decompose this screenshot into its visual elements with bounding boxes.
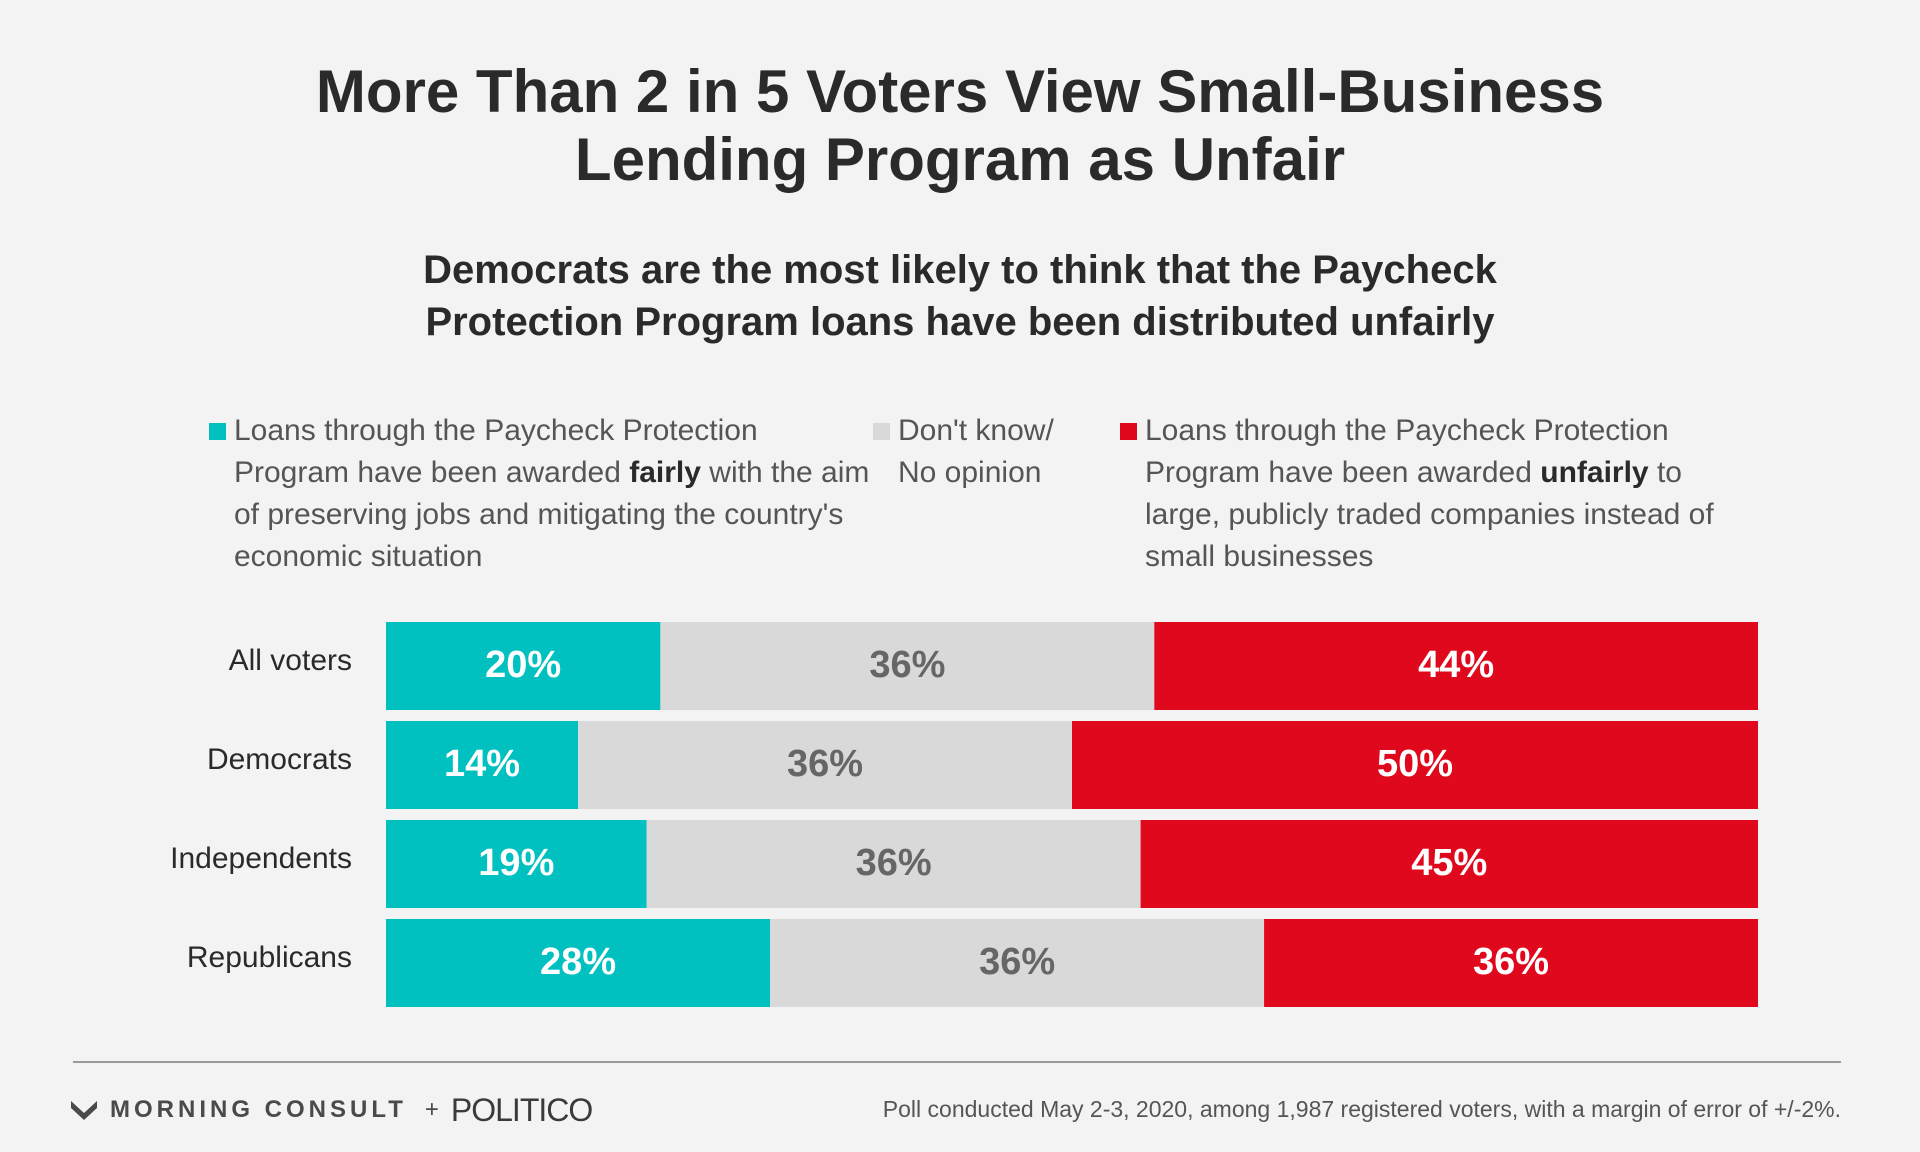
legend-swatch-unfairly <box>1120 423 1137 440</box>
data-label-independents-dont-know: 36% <box>856 842 932 884</box>
source-note: Poll conducted May 2-3, 2020, among 1,98… <box>882 1096 1841 1122</box>
category-label-democrats: Democrats <box>207 743 352 776</box>
footer-divider <box>73 1061 1841 1063</box>
data-label-democrats-unfairly: 50% <box>1377 743 1453 785</box>
bar-democrats-fairly <box>386 721 579 809</box>
bar-democrats-dont-know <box>578 721 1072 809</box>
subtitle-line-1: Democrats are the most likely to think t… <box>423 248 1497 292</box>
legend-text-fairly-bold: fairly <box>629 456 701 489</box>
bar-democrats-unfairly <box>1072 721 1758 809</box>
brand-logos: MORNING CONSULT + POLITICO <box>70 1090 593 1130</box>
bar-independents-unfairly <box>1140 820 1758 908</box>
legend-text-unfairly-bold: unfairly <box>1540 456 1649 489</box>
legend-swatch-dont-know <box>873 423 890 440</box>
brand-plus: + <box>424 1096 439 1123</box>
title-line-2: Lending Program as Unfair <box>574 126 1346 193</box>
morning-consult-logo-text: MORNING CONSULT <box>110 1096 407 1123</box>
data-label-republicans-fairly: 28% <box>540 941 616 983</box>
legend-text-dont-know-line-1: Don't know/ <box>898 414 1054 447</box>
subtitle-line-2: Protection Program loans have been distr… <box>425 300 1495 344</box>
legend-item-unfairly: Loans through the Paycheck Protection Pr… <box>1120 410 1765 578</box>
data-label-independents-unfairly: 45% <box>1411 842 1487 884</box>
title-line-1: More Than 2 in 5 Voters View Small-Busin… <box>315 58 1605 125</box>
legend-text-unfairly-post: to large, publicly traded companies inst… <box>1145 456 1714 573</box>
category-label-all-voters: All voters <box>229 644 352 677</box>
bar-republicans-fairly <box>386 919 771 1007</box>
legend-swatch-fairly <box>209 423 226 440</box>
legend-item-fairly: Loans through the Paycheck Protection Pr… <box>209 410 874 578</box>
bar-all-voters-fairly <box>386 622 661 710</box>
bar-independents-fairly <box>386 820 647 908</box>
data-label-democrats-dont-know: 36% <box>787 743 863 785</box>
data-label-all-voters-unfairly: 44% <box>1418 644 1494 686</box>
bar-republicans-unfairly <box>1264 919 1758 1007</box>
legend-text-unfairly-pre: Loans through the Paycheck Protection Pr… <box>1145 414 1669 489</box>
data-label-republicans-unfairly: 36% <box>1473 941 1549 983</box>
legend-text-fairly-pre: Loans through the Paycheck Protection Pr… <box>234 414 758 489</box>
bar-republicans-dont-know <box>770 919 1265 1007</box>
legend-text-fairly-post: with the aim of preserving jobs and miti… <box>234 456 870 573</box>
politico-logo-text: POLITICO <box>450 1091 593 1128</box>
morning-consult-logo-icon <box>71 1101 97 1120</box>
bar-all-voters-unfairly <box>1154 622 1758 710</box>
chart-title: More Than 2 in 5 Voters View Small-Busin… <box>0 58 1920 194</box>
bar-all-voters-dont-know <box>660 622 1155 710</box>
data-label-all-voters-dont-know: 36% <box>869 644 945 686</box>
data-label-republicans-dont-know: 36% <box>979 941 1055 983</box>
data-label-independents-fairly: 19% <box>478 842 554 884</box>
legend-text-dont-know-line-2: No opinion <box>898 456 1042 489</box>
data-label-democrats-fairly: 14% <box>444 743 520 785</box>
data-label-all-voters-fairly: 20% <box>485 644 561 686</box>
bar-independents-dont-know <box>646 820 1141 908</box>
legend-item-dont-know: Don't know/ No opinion <box>873 410 1118 494</box>
category-label-republicans: Republicans <box>187 941 352 974</box>
category-label-independents: Independents <box>170 842 352 875</box>
chart-subtitle: Democrats are the most likely to think t… <box>0 244 1920 348</box>
